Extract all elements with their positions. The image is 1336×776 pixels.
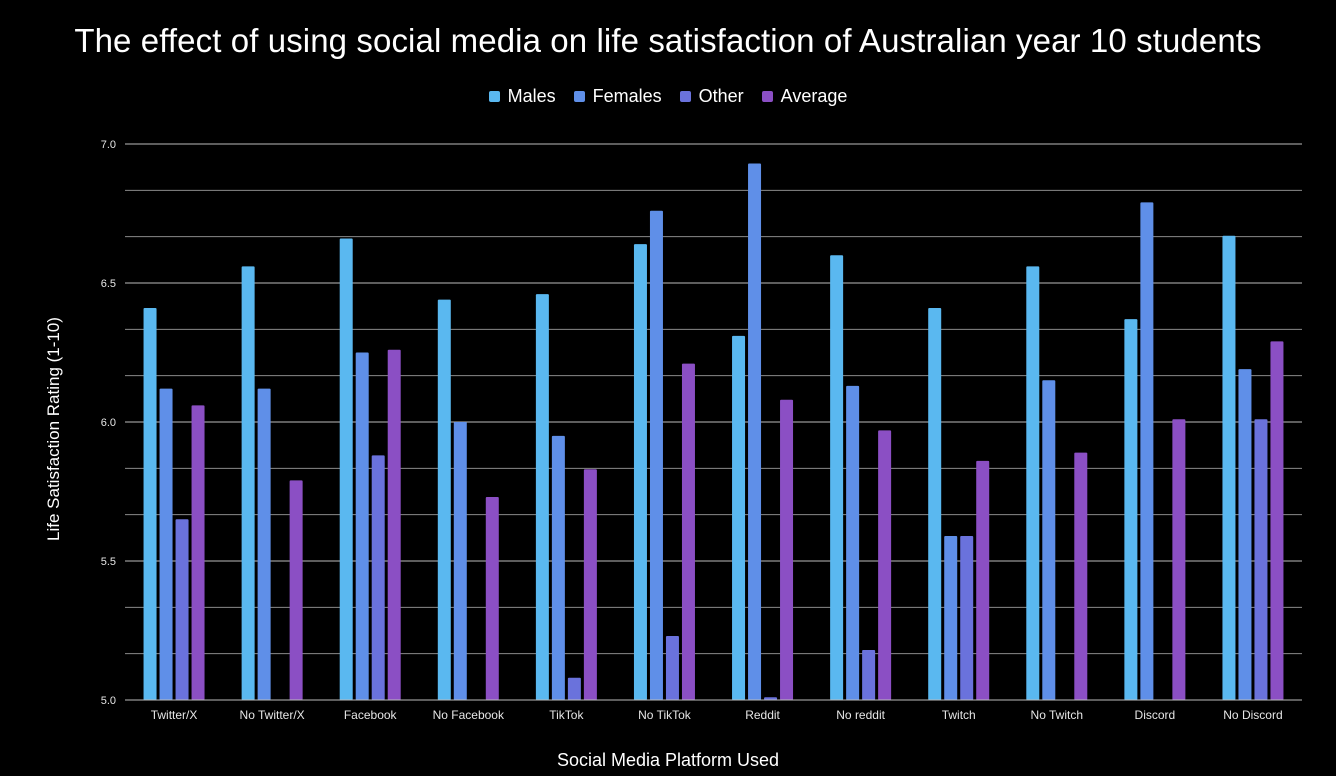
bar-females — [355, 352, 369, 700]
bar-females — [453, 422, 467, 700]
x-tick-label: TikTok — [549, 708, 584, 722]
bar-females — [846, 385, 860, 700]
bar-other — [665, 636, 679, 700]
x-tick-label: Discord — [1135, 708, 1176, 722]
bar-average — [1172, 419, 1186, 700]
x-tick-label: Twitch — [942, 708, 976, 722]
bar-other — [862, 649, 876, 700]
bar-average — [1074, 452, 1088, 700]
legend-label-other: Other — [698, 86, 744, 106]
y-tick-label: 7.0 — [101, 139, 116, 151]
legend-label-males: Males — [507, 86, 556, 106]
x-tick-label: No reddit — [836, 708, 885, 722]
legend-item-males: Males — [488, 86, 556, 107]
bar-females — [649, 210, 663, 700]
x-axis-title: Social Media Platform Used — [556, 750, 780, 770]
bar-females — [257, 388, 271, 700]
x-tick-label: Facebook — [344, 708, 398, 722]
bar-average — [780, 399, 794, 700]
x-tick-label: No Facebook — [433, 708, 505, 722]
y-tick-label: 6.0 — [101, 417, 116, 429]
chart-title: The effect of using social media on life… — [74, 22, 1262, 59]
bar-females — [1238, 369, 1252, 700]
y-tick-label: 6.5 — [101, 278, 116, 290]
bar-average — [289, 480, 303, 700]
legend-item-other: Other — [679, 86, 744, 107]
bar-males — [241, 266, 255, 700]
bar-average — [191, 405, 205, 700]
bar-males — [437, 299, 451, 700]
legend-item-females: Females — [573, 86, 662, 107]
bar-females — [944, 535, 958, 700]
bar-males — [1124, 319, 1138, 700]
x-tick-label: Twitter/X — [151, 708, 198, 722]
y-tick-label: 5.0 — [101, 695, 116, 707]
bar-average — [387, 349, 401, 700]
bar-females — [551, 435, 565, 700]
bar-average — [878, 430, 892, 700]
legend-label-average: Average — [780, 86, 848, 106]
bar-males — [1222, 235, 1236, 701]
bar-average — [583, 469, 597, 700]
bar-average — [1270, 341, 1284, 700]
bar-males — [535, 294, 549, 700]
x-tick-label: No TikTok — [638, 708, 692, 722]
legend-swatch-other — [679, 91, 691, 102]
bar-other — [175, 519, 189, 700]
bar-other — [960, 535, 974, 700]
bar-average — [485, 497, 499, 700]
bar-males — [143, 308, 157, 700]
legend-swatch-males — [488, 91, 500, 102]
bar-males — [830, 255, 844, 700]
bar-males — [732, 335, 746, 700]
bar-males — [928, 308, 942, 700]
bar-other — [371, 455, 385, 700]
bar-other — [1254, 419, 1268, 700]
legend-swatch-females — [573, 91, 585, 102]
bar-females — [159, 388, 173, 700]
bar-females — [748, 163, 762, 700]
x-tick-label: No Twitch — [1031, 708, 1083, 722]
bar-males — [339, 238, 353, 700]
bar-other — [764, 697, 778, 700]
x-tick-label: No Twitter/X — [240, 708, 305, 722]
y-tick-label: 5.5 — [101, 556, 116, 568]
bar-average — [976, 460, 990, 700]
x-tick-label: No Discord — [1223, 708, 1282, 722]
legend-swatch-average — [761, 91, 773, 102]
bar-females — [1140, 202, 1154, 700]
chart-legend: Males Females Other Average — [0, 86, 1336, 107]
bar-other — [567, 677, 581, 700]
bar-males — [1026, 266, 1040, 700]
bar-females — [1042, 380, 1056, 700]
legend-label-females: Females — [592, 86, 662, 106]
bar-males — [633, 244, 647, 700]
x-tick-label: Reddit — [745, 708, 780, 722]
bar-average — [681, 363, 695, 700]
legend-item-average: Average — [761, 86, 848, 107]
